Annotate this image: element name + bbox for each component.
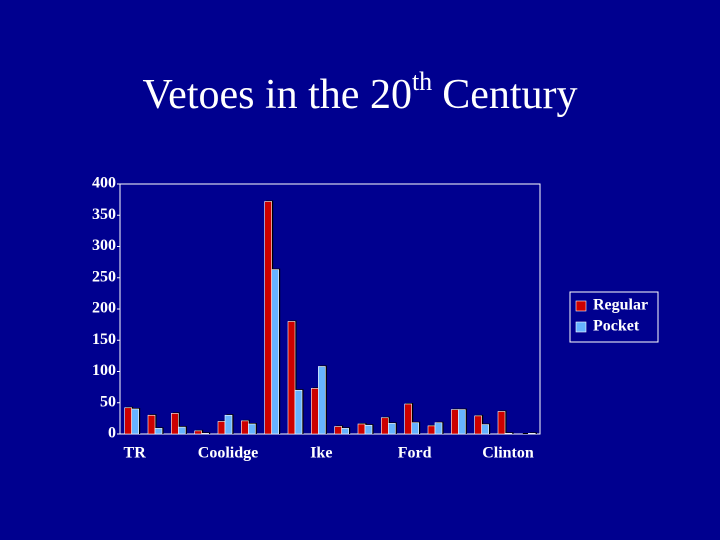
bar <box>194 430 202 435</box>
bar <box>357 423 366 435</box>
bar <box>364 424 373 435</box>
legend-label: Regular <box>593 297 648 314</box>
bar <box>481 424 489 435</box>
bar <box>217 421 226 435</box>
bar <box>434 422 443 435</box>
bar <box>474 415 482 435</box>
bar <box>131 408 139 435</box>
bar <box>458 409 466 435</box>
bar <box>341 428 349 435</box>
bar <box>241 420 249 435</box>
legend-swatch <box>575 300 587 312</box>
bar <box>427 425 436 435</box>
y-tick-label: 50 <box>100 393 116 410</box>
bar <box>451 409 459 435</box>
title-main: Vetoes in the 20 <box>143 72 412 118</box>
bar <box>404 403 412 435</box>
y-tick-label: 300 <box>92 237 116 254</box>
bar <box>171 413 179 435</box>
y-tick-label: 350 <box>92 206 116 223</box>
x-tick-label: Coolidge <box>198 445 258 462</box>
bar <box>201 433 209 435</box>
y-tick-label: 250 <box>92 268 116 285</box>
slide-title: Vetoes in the 20th Century <box>143 67 578 118</box>
bar <box>124 407 132 435</box>
bar <box>271 269 279 435</box>
title-superscript: th <box>412 67 432 96</box>
y-tick-label: 150 <box>92 331 116 348</box>
x-tick-label: Ike <box>310 445 332 462</box>
bar <box>154 428 163 435</box>
y-tick-label: 0 <box>108 425 116 442</box>
title-end: Century <box>442 72 577 118</box>
x-tick-label: Ford <box>398 445 432 462</box>
bar-shadow <box>522 433 530 434</box>
bar <box>528 433 536 435</box>
bar <box>264 201 272 435</box>
bar <box>224 414 233 435</box>
bar <box>388 423 396 435</box>
y-tick-label: 100 <box>92 362 116 379</box>
bar <box>147 414 156 435</box>
y-tick-label: 400 <box>92 175 116 192</box>
legend-swatch <box>575 321 587 333</box>
x-tick-label: Clinton <box>482 445 534 462</box>
bar <box>248 423 256 435</box>
legend-label: Pocket <box>593 318 640 335</box>
x-tick-label: TR <box>124 445 147 462</box>
bar <box>178 426 186 435</box>
bar <box>311 388 319 435</box>
bar <box>504 433 513 435</box>
y-tick-label: 200 <box>92 300 116 317</box>
bar <box>334 426 342 435</box>
bar <box>287 321 296 435</box>
bar <box>294 389 303 435</box>
bar <box>497 411 506 435</box>
bar <box>381 417 389 435</box>
legend-box <box>569 291 659 343</box>
bar <box>318 366 326 435</box>
bar <box>411 422 419 435</box>
